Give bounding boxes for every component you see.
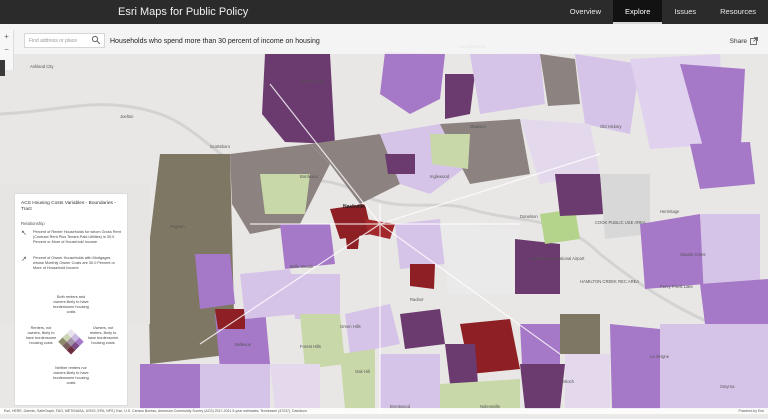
map-label-nolensville: Nolensville [480,404,501,409]
legend-relationship-label: Relationship [21,221,45,226]
map-label-radnor: Radnor [410,297,424,302]
map-label-scottsboro: Scottsboro [210,144,231,149]
bivariate-legend-swatch [58,329,84,355]
search-placeholder: Find address or place [29,38,78,44]
map-label-hermitage: Hermitage [660,209,680,214]
map-label-nashville: Nashville [343,204,365,210]
legend-item-owners-text: Percent of Owner Households with Mortgag… [33,256,115,270]
attribution-text: Esri, HERE, Garmin, SafeGraph, FAO, METI… [4,409,307,413]
map-label-forest-hills: Forest Hills [300,344,321,349]
map-toolbar [0,24,768,54]
choropleth-map[interactable] [0,24,768,414]
external-link-icon [750,37,758,45]
esri-credit: Powered by Esri [738,409,764,413]
map-label-cook-park: COOK PUBLIC USE AREA [595,220,646,225]
map-label-donelson: Donelson [520,214,538,219]
map-label-bordeaux: Bordeaux [300,174,318,179]
map-label-hamilton-creek: HAMILTON CREEK REC AREA [580,279,640,284]
search-input[interactable]: Find address or place [24,33,105,48]
map-label-joelton: Joelton [120,114,134,119]
map-label-pegram: Pegram [170,224,185,229]
legend-label-left: Renters, not owners, likely to have burd… [25,326,57,345]
map-label-lavergne: La Vergne [650,354,670,359]
layer-title: Households who spend more than 30 percen… [110,38,320,45]
arrow-up-left-icon: ↖ [21,230,27,237]
map-label-bellevue: Bellevue [235,342,252,347]
map-label-inglewood: Inglewood [430,174,450,179]
map-label-brentwood: Brentwood [390,404,411,409]
map-label-stuarts-creek: Stuarts Creek [680,252,706,257]
legend-title: ACS Housing Costs Variables - Boundaries… [21,201,116,212]
legend-item-renters: ↖ Percent of Renter Households for whom … [21,230,121,245]
nav-explore[interactable]: Explore [613,0,663,24]
map-label-belle-meade: Belle Meade [290,264,314,269]
map-label-old-hickory: Old Hickory [600,124,622,129]
map-label-smyrna: Smyrna [720,384,735,389]
legend-item-owners: ↗ Percent of Owner Households with Mortg… [21,256,121,271]
map-label-antioch: Antioch [560,379,574,384]
map-attribution: Esri, HERE, Garmin, SafeGraph, FAO, METI… [0,408,768,414]
map-label-greenhills: Green Hills [340,324,361,329]
legend-panel: ACS Housing Costs Variables - Boundaries… [14,193,128,406]
map-label-whites-creek: Whites Creek [300,79,326,84]
nav-resources[interactable]: Resources [720,7,756,16]
side-panel-tab[interactable] [0,60,5,76]
legend-label-top: Both renters and owners likely to have b… [53,295,89,314]
map-label-airport: Nashville International Airport [530,256,585,261]
share-button[interactable]: Share [730,37,758,45]
map-label-madison: Madison [470,124,486,129]
share-label: Share [729,37,747,45]
zoom-in-button[interactable]: + [4,32,9,41]
zoom-out-button[interactable]: − [4,45,9,54]
nav-issues[interactable]: Issues [674,7,697,16]
top-navigation-bar: Esri Maps for Public Policy Overview Exp… [0,0,768,24]
map-label-percy-priest: Percy Priest Lake [660,284,693,289]
legend-label-right: Owners, not renters, likely to have burd… [87,326,119,345]
map-view[interactable]: Ashland City Joelton Scottsboro Whites C… [0,24,768,414]
map-label-oak-hill: Oak Hill [355,369,370,374]
arrow-up-right-icon: ↗ [21,256,27,263]
app-title: Esri Maps for Public Policy [118,6,249,18]
search-icon[interactable] [91,35,101,45]
legend-item-renters-text: Percent of Renter Households for whom Gr… [33,230,121,244]
legend-label-bottom: Neither renters nor owners likely to hav… [53,366,89,385]
main-nav: Overview Explore Issues Resources [558,0,768,24]
nav-overview[interactable]: Overview [569,7,602,16]
map-label-ashland-city: Ashland City [30,64,54,69]
